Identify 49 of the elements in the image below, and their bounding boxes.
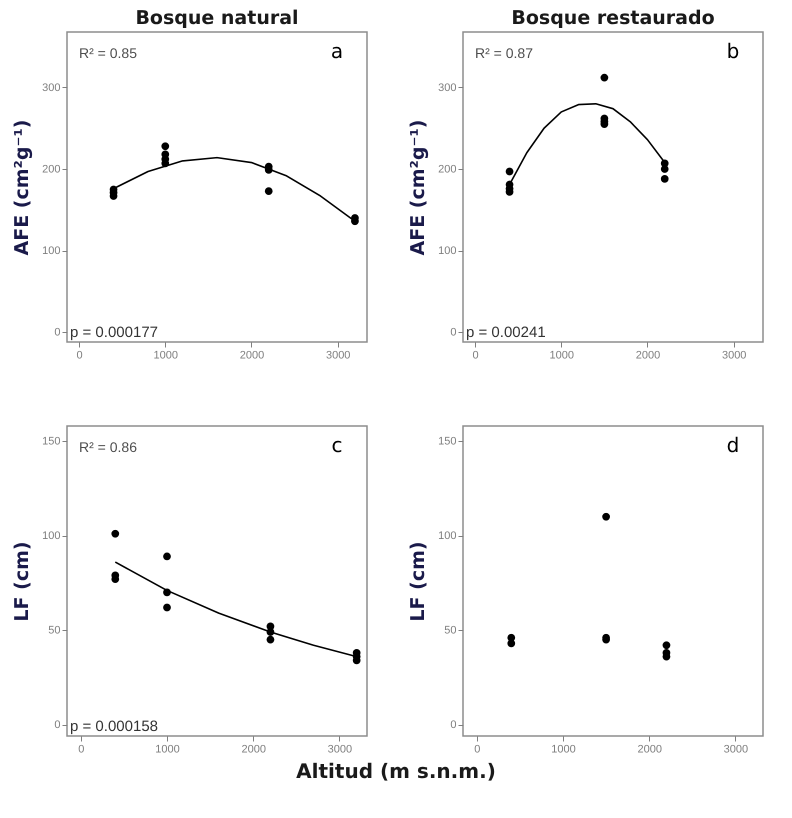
x-tick-label: 0 [472, 350, 479, 362]
y-axis-title: AFE (cm²g⁻¹) [407, 120, 430, 256]
y-tick-label: 150 [42, 436, 60, 448]
y-axis-title: LF (cm) [407, 541, 430, 622]
y-tick-label: 200 [42, 164, 60, 176]
annotation: p = 0.00241 [466, 324, 546, 341]
chart-title: Bosque restaurado [511, 7, 715, 29]
y-tick-label: 0 [450, 719, 456, 732]
x-tick-label: 0 [76, 350, 83, 362]
y-tick-label: 0 [54, 326, 60, 339]
y-tick-label: 100 [438, 530, 456, 542]
chart-title: Bosque natural [135, 7, 299, 29]
x-tick-label: 0 [474, 744, 480, 756]
y-axis-title: LF (cm) [11, 541, 34, 622]
y-axis-title: AFE (cm²g⁻¹) [11, 120, 34, 256]
y-tick-label: 50 [444, 624, 456, 637]
annotation: R² = 0.86 [79, 439, 138, 455]
y-tick-label: 100 [438, 245, 456, 258]
x-axis-title: Altitud (m s.n.m.) [295, 759, 497, 783]
x-tick-label: 1000 [551, 744, 576, 756]
y-tick-label: 50 [48, 624, 60, 637]
annotation: p = 0.000177 [70, 324, 158, 341]
x-tick-label: 2000 [636, 350, 660, 362]
x-tick-label: 1000 [155, 744, 180, 756]
x-tick-label: 2000 [240, 350, 264, 362]
x-tick-label: 1000 [550, 350, 574, 362]
y-tick-label: 150 [438, 436, 456, 448]
x-tick-label: 3000 [724, 744, 748, 756]
x-tick-label: 3000 [328, 744, 352, 756]
y-tick-label: 0 [54, 719, 60, 732]
x-tick-label: 2000 [637, 744, 662, 756]
y-tick-label: 100 [42, 530, 60, 542]
y-tick-label: 0 [450, 326, 456, 339]
y-tick-label: 300 [42, 82, 60, 94]
x-tick-label: 2000 [241, 744, 266, 756]
y-tick-label: 300 [438, 82, 456, 94]
x-tick-label: 3000 [326, 350, 350, 362]
annotation: p = 0.000158 [70, 718, 158, 735]
y-tick-label: 100 [42, 245, 60, 258]
annotation: R² = 0.87 [475, 45, 534, 61]
y-tick-label: 200 [438, 164, 456, 176]
x-tick-label: 3000 [722, 350, 746, 362]
x-tick-label: 1000 [154, 350, 178, 362]
annotation: b [726, 39, 740, 63]
annotation: c [332, 433, 342, 457]
annotation: R² = 0.85 [79, 45, 138, 61]
annotation: d [726, 433, 740, 457]
annotation: a [330, 39, 344, 63]
x-tick-label: 0 [78, 744, 84, 756]
